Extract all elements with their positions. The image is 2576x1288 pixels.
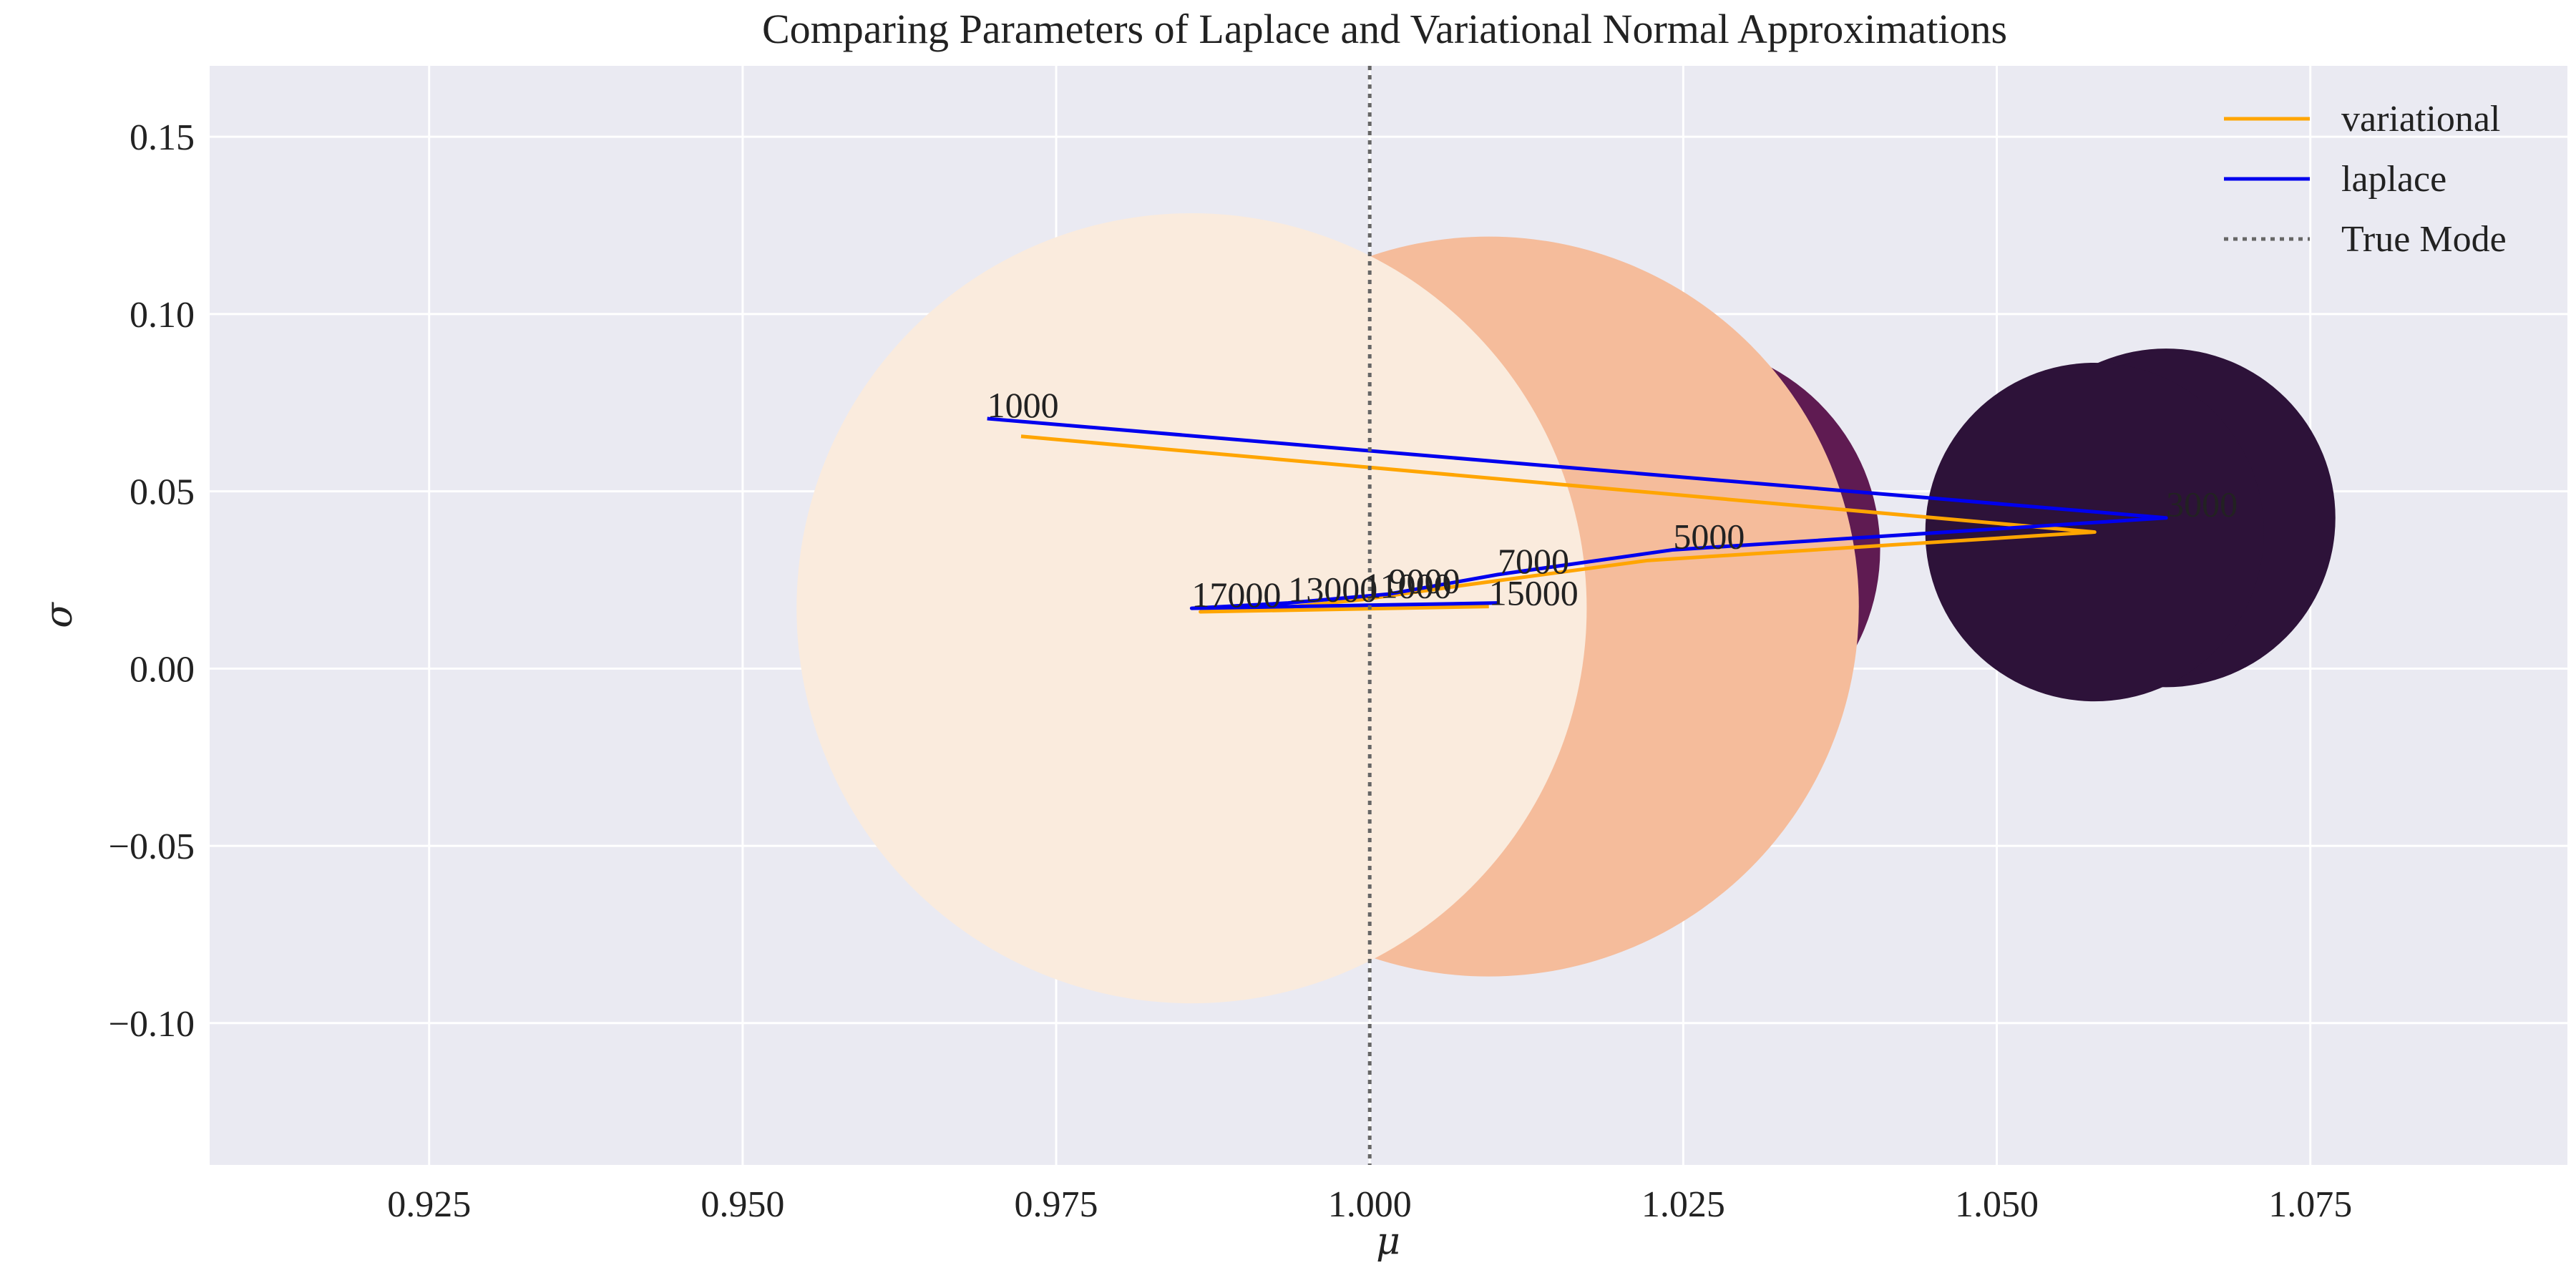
- x-tick-label: 1.000: [1328, 1184, 1412, 1225]
- point-label: 15000: [1489, 573, 1579, 613]
- series-lines: [987, 416, 2168, 614]
- y-tick-label: 0.15: [130, 117, 195, 158]
- y-tick-labels: −0.10 −0.05 0.00 0.05 0.10 0.15: [109, 117, 195, 1045]
- legend-label: laplace: [2341, 159, 2446, 200]
- x-tick-label: 0.925: [387, 1184, 471, 1225]
- point-label: 5000: [1673, 516, 1745, 556]
- y-tick-label: −0.05: [109, 826, 195, 867]
- y-tick-label: −0.10: [109, 1004, 195, 1045]
- x-tick-label: 1.075: [2268, 1184, 2352, 1225]
- legend: variational laplace True Mode: [2224, 99, 2507, 260]
- point-label: 17000: [1191, 575, 1281, 615]
- x-tick-label: 0.950: [701, 1184, 784, 1225]
- y-tick-label: 0.10: [130, 295, 195, 336]
- point-label: 13000: [1288, 570, 1377, 610]
- point-label: 11000: [1363, 566, 1451, 606]
- y-tick-label: 0.00: [130, 649, 195, 690]
- point-label: 7000: [1498, 541, 1569, 581]
- legend-label: True Mode: [2341, 219, 2507, 260]
- point-label: 9000: [1389, 560, 1460, 600]
- point-label: 3000: [2166, 484, 2238, 525]
- y-tick-label: 0.05: [130, 472, 195, 513]
- chart-title: Comparing Parameters of Laplace and Vari…: [762, 6, 2007, 52]
- x-tick-label: 1.050: [1955, 1184, 2039, 1225]
- series-line-variational: [1020, 434, 2097, 614]
- x-axis-label: μ: [1376, 1220, 1400, 1263]
- x-tick-label: 1.025: [1641, 1184, 1725, 1225]
- y-axis-label: σ: [38, 602, 81, 628]
- x-tick-labels: 0.925 0.950 0.975 1.000 1.025 1.050 1.075: [387, 1184, 2352, 1225]
- point-label: 1000: [987, 385, 1059, 425]
- legend-label: variational: [2341, 99, 2500, 140]
- x-tick-label: 0.975: [1015, 1184, 1098, 1225]
- series-line-laplace: [987, 416, 2168, 610]
